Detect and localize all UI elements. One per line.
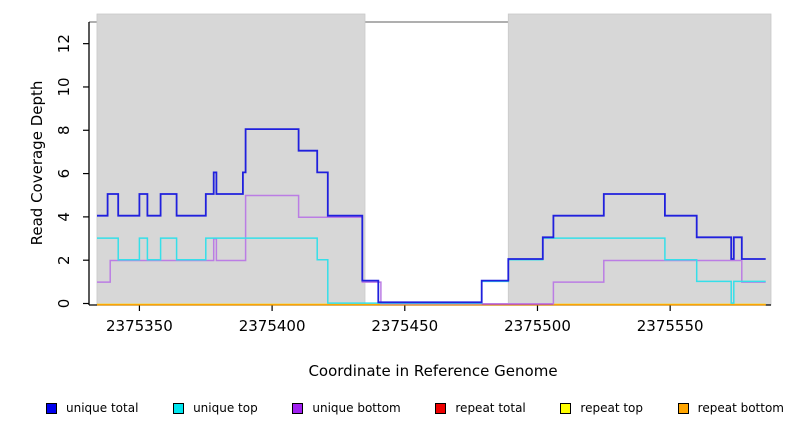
legend-label: unique total	[66, 401, 139, 415]
x-tick-label: 2375450	[371, 317, 438, 335]
x-tick-label: 2375500	[504, 317, 571, 335]
y-tick-label: 12	[55, 34, 73, 53]
legend-swatch-unique-bottom	[292, 402, 304, 414]
legend-swatch-unique-top	[173, 402, 185, 414]
legend-label: repeat top	[580, 401, 644, 415]
series-line-unique-total	[97, 128, 766, 304]
legend-label: repeat total	[455, 401, 526, 415]
x-tick-label: 2375400	[239, 317, 306, 335]
legend: unique total unique top unique bottom repea…	[46, 396, 784, 420]
legend-swatch-repeat-bottom	[677, 402, 689, 414]
y-tick-label: 8	[55, 125, 73, 135]
y-axis-title: Read Coverage Depth	[28, 80, 46, 246]
y-tick-label: 6	[55, 169, 73, 179]
legend-item-repeat-top: repeat top	[560, 401, 643, 415]
shaded-region	[507, 13, 772, 306]
legend-item-unique-top: unique top	[173, 401, 258, 415]
legend-item-repeat-total: repeat total	[435, 401, 526, 415]
legend-swatch-repeat-total	[435, 402, 447, 414]
legend-label: unique top	[193, 401, 258, 415]
legend-label: unique bottom	[312, 401, 401, 415]
shaded-region	[96, 13, 366, 306]
legend-item-unique-total: unique total	[46, 401, 138, 415]
y-tick-label: 2	[55, 255, 73, 265]
series-line-unique-top	[97, 237, 766, 304]
x-tick-label: 2375550	[637, 317, 704, 335]
legend-item-unique-bottom: unique bottom	[292, 401, 401, 415]
legend-label: repeat bottom	[697, 401, 784, 415]
y-tick-label: 4	[55, 212, 73, 222]
legend-item-repeat-bottom: repeat bottom	[677, 401, 784, 415]
series-line-unique-bottom	[97, 194, 766, 305]
legend-swatch-unique-total	[46, 402, 57, 414]
legend-swatch-repeat-top	[560, 402, 572, 414]
x-axis-title: Coordinate in Reference Genome	[308, 362, 558, 380]
y-tick-label: 10	[55, 77, 73, 96]
y-tick-label: 0	[55, 299, 73, 309]
x-tick-label: 2375350	[106, 317, 173, 335]
